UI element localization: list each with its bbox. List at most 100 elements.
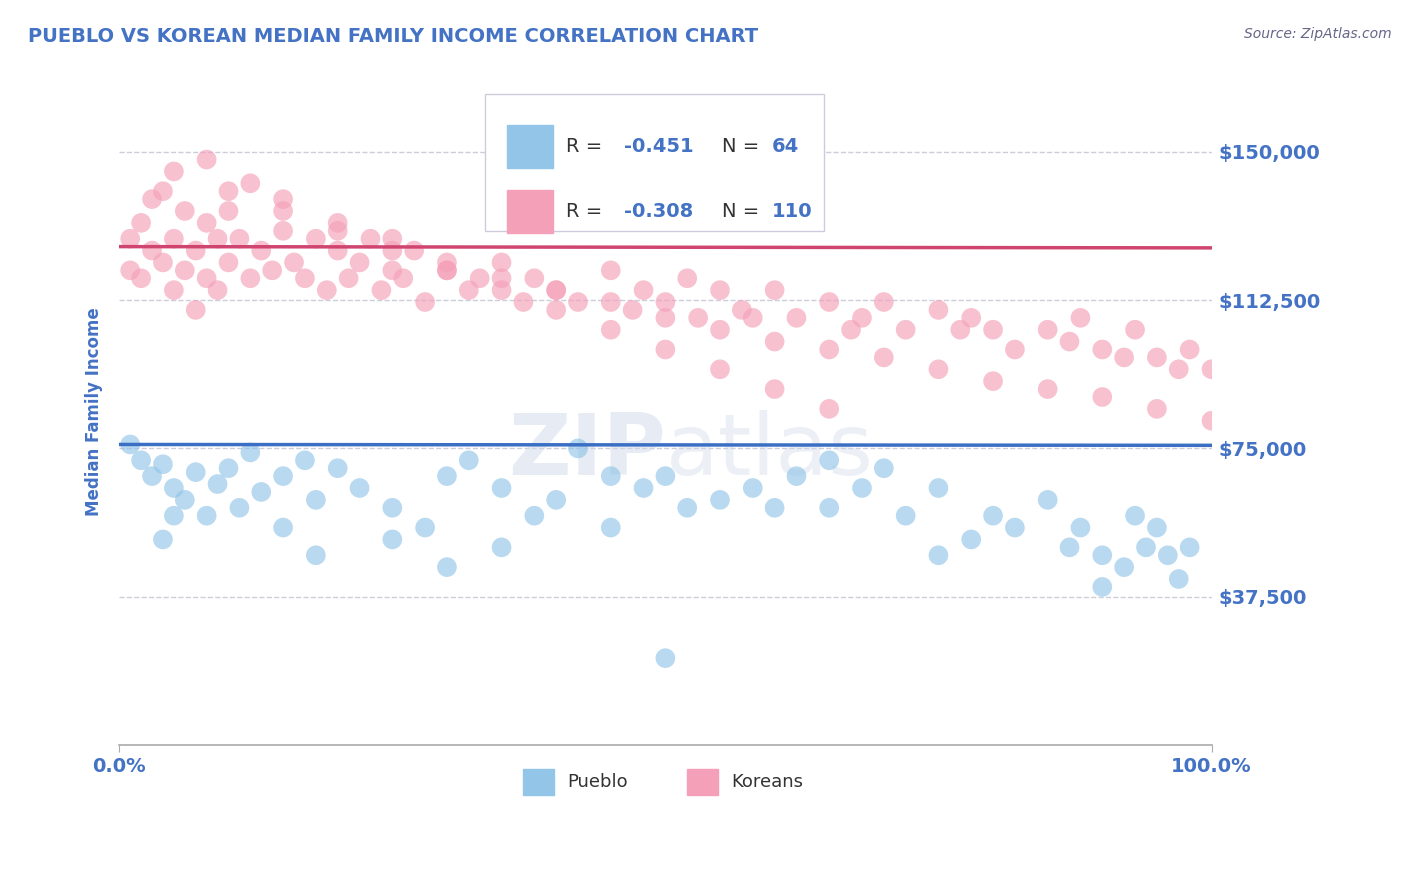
Point bbox=[949, 323, 972, 337]
Point bbox=[184, 244, 207, 258]
Point bbox=[1146, 401, 1168, 416]
Text: 110: 110 bbox=[772, 202, 811, 221]
Bar bbox=[688, 769, 718, 796]
Point bbox=[1146, 351, 1168, 365]
Point bbox=[141, 469, 163, 483]
Point bbox=[184, 465, 207, 479]
Point bbox=[567, 442, 589, 456]
Point bbox=[250, 485, 273, 500]
Point bbox=[381, 263, 404, 277]
Point bbox=[873, 351, 896, 365]
Point bbox=[763, 382, 786, 396]
Point bbox=[207, 283, 229, 297]
Point bbox=[491, 255, 513, 269]
Point bbox=[599, 520, 621, 534]
FancyBboxPatch shape bbox=[485, 95, 824, 231]
Point bbox=[457, 283, 479, 297]
Text: PUEBLO VS KOREAN MEDIAN FAMILY INCOME CORRELATION CHART: PUEBLO VS KOREAN MEDIAN FAMILY INCOME CO… bbox=[28, 27, 758, 45]
Point bbox=[1069, 310, 1091, 325]
Point bbox=[283, 255, 305, 269]
Point bbox=[1004, 343, 1026, 357]
Text: N =: N = bbox=[723, 202, 759, 221]
Point bbox=[763, 334, 786, 349]
Point bbox=[546, 283, 568, 297]
Point bbox=[239, 176, 262, 190]
Point bbox=[1091, 343, 1114, 357]
Text: -0.308: -0.308 bbox=[624, 202, 693, 221]
Point bbox=[546, 302, 568, 317]
Point bbox=[271, 520, 294, 534]
Point bbox=[163, 508, 186, 523]
Point bbox=[654, 469, 676, 483]
Point bbox=[709, 323, 731, 337]
Point bbox=[120, 232, 142, 246]
Point bbox=[1146, 520, 1168, 534]
Text: ZIP: ZIP bbox=[508, 410, 665, 493]
Point bbox=[337, 271, 360, 285]
Point bbox=[349, 481, 371, 495]
Point bbox=[163, 232, 186, 246]
Point bbox=[381, 244, 404, 258]
Point bbox=[1091, 580, 1114, 594]
Point bbox=[851, 481, 873, 495]
Point bbox=[315, 283, 337, 297]
Point bbox=[436, 469, 458, 483]
Point bbox=[152, 457, 174, 471]
Text: Source: ZipAtlas.com: Source: ZipAtlas.com bbox=[1244, 27, 1392, 41]
Point bbox=[326, 216, 349, 230]
Bar bbox=[508, 190, 553, 233]
Point bbox=[129, 271, 152, 285]
Point bbox=[599, 295, 621, 310]
Point bbox=[218, 461, 240, 475]
Text: R =: R = bbox=[567, 136, 609, 156]
Point bbox=[239, 271, 262, 285]
Point bbox=[927, 302, 949, 317]
Point bbox=[633, 481, 655, 495]
Point bbox=[457, 453, 479, 467]
Point bbox=[228, 232, 250, 246]
Point bbox=[839, 323, 862, 337]
Point bbox=[349, 255, 371, 269]
Point bbox=[1201, 414, 1223, 428]
Point bbox=[1036, 492, 1059, 507]
Point bbox=[152, 184, 174, 198]
Bar bbox=[523, 769, 554, 796]
Point bbox=[141, 192, 163, 206]
Point bbox=[404, 244, 426, 258]
Point bbox=[709, 492, 731, 507]
Point bbox=[1059, 334, 1081, 349]
Point bbox=[392, 271, 415, 285]
Point bbox=[491, 271, 513, 285]
Point bbox=[436, 263, 458, 277]
Point bbox=[207, 477, 229, 491]
Point bbox=[195, 271, 218, 285]
Point bbox=[271, 469, 294, 483]
Point bbox=[1036, 382, 1059, 396]
Point bbox=[633, 283, 655, 297]
Point bbox=[152, 255, 174, 269]
Text: atlas: atlas bbox=[665, 410, 873, 493]
Point bbox=[960, 533, 983, 547]
Point bbox=[567, 295, 589, 310]
Point bbox=[654, 310, 676, 325]
Text: N =: N = bbox=[723, 136, 759, 156]
Point bbox=[1201, 362, 1223, 376]
Text: -0.451: -0.451 bbox=[624, 136, 693, 156]
Point bbox=[621, 302, 644, 317]
Point bbox=[218, 184, 240, 198]
Point bbox=[894, 508, 917, 523]
Point bbox=[654, 295, 676, 310]
Text: R =: R = bbox=[567, 202, 609, 221]
Point bbox=[927, 481, 949, 495]
Point bbox=[1091, 548, 1114, 562]
Point bbox=[818, 453, 841, 467]
Point bbox=[873, 295, 896, 310]
Point bbox=[173, 263, 195, 277]
Point bbox=[676, 271, 699, 285]
Point bbox=[927, 548, 949, 562]
Point bbox=[599, 469, 621, 483]
Point bbox=[360, 232, 382, 246]
Point bbox=[163, 283, 186, 297]
Point bbox=[436, 255, 458, 269]
Point bbox=[512, 295, 534, 310]
